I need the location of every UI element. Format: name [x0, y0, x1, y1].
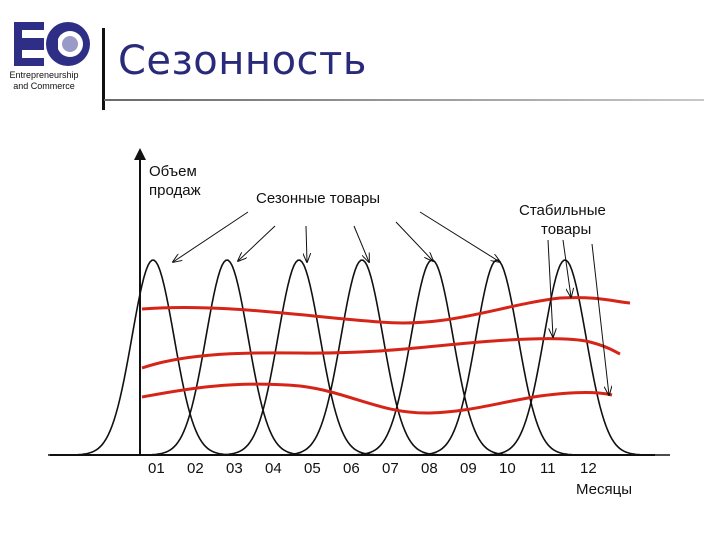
arrow — [353, 225, 369, 262]
seasonal-bell-curve — [392, 259, 602, 456]
seasonal-bell-curve — [257, 259, 467, 456]
logo-caption: Entrepreneurship and Commerce — [2, 70, 86, 92]
seasonal-bell-curve — [327, 259, 537, 456]
month-tick-label: 02 — [187, 460, 204, 477]
month-tick-label: 01 — [148, 460, 165, 477]
header-divider-vertical — [102, 28, 105, 110]
seasonal-bell-curve — [122, 259, 332, 456]
stable-goods-line-1 — [141, 296, 631, 325]
seasonal-goods-label: Сезонные товары — [256, 190, 380, 207]
month-tick-label: 09 — [460, 460, 477, 477]
logo-caption-line-1: Entrepreneurship — [9, 70, 79, 80]
seasonal-bell-curve — [194, 259, 404, 456]
seasonal-arrows — [173, 211, 500, 262]
arrow — [547, 239, 553, 337]
month-tick-labels: 01 02 03 04 05 06 07 08 09 10 11 12 — [148, 460, 597, 477]
month-tick-label: 07 — [382, 460, 399, 477]
y-axis-label-line-1: Объем — [149, 163, 197, 180]
header-divider-horizontal — [104, 99, 704, 101]
stable-goods-label-line-1: Стабильные — [519, 202, 606, 219]
month-tick-label: 04 — [265, 460, 282, 477]
arrow — [591, 243, 609, 395]
arrow — [419, 211, 500, 262]
stable-arrows — [547, 239, 609, 395]
page-title: Сезонность — [118, 38, 367, 84]
month-tick-label: 05 — [304, 460, 321, 477]
y-axis-arrow — [134, 148, 146, 160]
arrow — [306, 225, 307, 262]
x-axis-label: Месяцы — [576, 481, 632, 498]
arrow — [173, 211, 249, 262]
month-tick-label: 06 — [343, 460, 360, 477]
stable-goods-line-3 — [141, 382, 613, 415]
arrow — [238, 225, 276, 261]
month-tick-label: 08 — [421, 460, 438, 477]
month-tick-label: 10 — [499, 460, 516, 477]
stable-goods-label-line-2: товары — [541, 221, 591, 238]
month-tick-label: 03 — [226, 460, 243, 477]
arrow — [562, 239, 571, 297]
seasonal-demand-curves — [48, 259, 670, 456]
y-axis-label-line-2: продаж — [149, 182, 201, 199]
month-tick-label: 11 — [540, 460, 556, 477]
seasonal-bell-curve — [48, 259, 258, 456]
month-tick-label: 12 — [580, 460, 597, 477]
seasonal-bell-curve — [460, 259, 670, 456]
logo-caption-line-2: and Commerce — [13, 81, 75, 91]
ec-logo — [14, 22, 90, 66]
stable-goods-line-2 — [141, 337, 621, 370]
arrow — [395, 221, 433, 261]
